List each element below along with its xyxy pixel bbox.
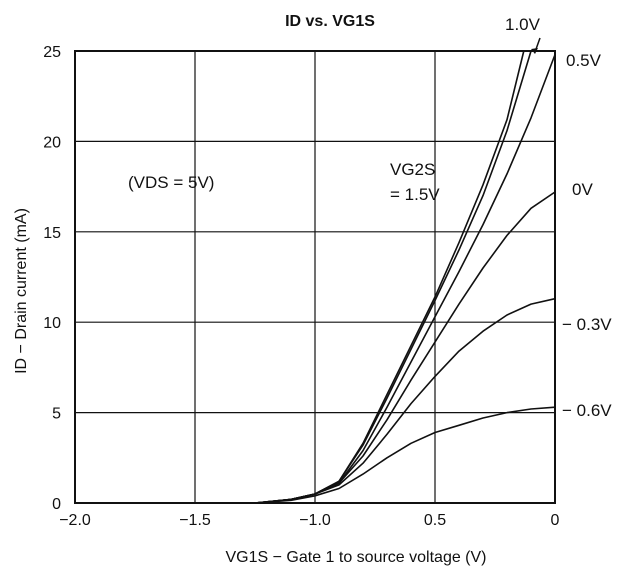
y-tick-label: 0 bbox=[52, 496, 61, 513]
series-label: 0V bbox=[572, 180, 593, 199]
y-tick-label: 10 bbox=[43, 315, 61, 332]
chart-title: ID vs. VG1S bbox=[285, 13, 375, 30]
series-label: 1.0V bbox=[505, 15, 541, 34]
x-axis-label: VG1S − Gate 1 to source voltage (V) bbox=[225, 549, 486, 566]
y-tick-label: 25 bbox=[43, 44, 61, 61]
y-tick-label: 20 bbox=[43, 134, 61, 151]
grid bbox=[75, 51, 555, 503]
series-lines bbox=[254, 50, 556, 504]
series-label: 0.5V bbox=[566, 51, 602, 70]
vg2s-annotation-line2: = 1.5V bbox=[390, 185, 440, 204]
y-tick-label: 15 bbox=[43, 225, 61, 242]
series-labels: 1.0V 0.5V 0V − 0.3V − 0.6V bbox=[505, 15, 612, 420]
vg2s-annotation-line1: VG2S bbox=[390, 160, 435, 179]
series-line bbox=[254, 50, 532, 504]
y-tick-label: 5 bbox=[52, 406, 61, 423]
series-line bbox=[254, 297, 556, 504]
series-line bbox=[254, 50, 525, 504]
x-tick-label: −2.0 bbox=[59, 512, 91, 529]
condition-annotation: (VDS = 5V) bbox=[128, 173, 214, 192]
plot-frame bbox=[74, 50, 556, 504]
series-line bbox=[254, 191, 556, 504]
x-tick-label: −1.5 bbox=[179, 512, 211, 529]
y-tick-labels: 0 5 10 15 20 25 bbox=[43, 44, 61, 513]
x-tick-label: 0 bbox=[551, 512, 560, 529]
series-line bbox=[254, 406, 556, 504]
series-label: − 0.6V bbox=[562, 401, 612, 420]
series-label: − 0.3V bbox=[562, 315, 612, 334]
x-tick-label: 0.5 bbox=[424, 512, 446, 529]
label-pointer-arrowhead bbox=[531, 48, 538, 54]
x-tick-label: −1.0 bbox=[299, 512, 331, 529]
y-axis-label: ID − Drain current (mA) bbox=[13, 208, 30, 374]
x-tick-labels: −2.0 −1.5 −1.0 0.5 0 bbox=[59, 512, 559, 529]
